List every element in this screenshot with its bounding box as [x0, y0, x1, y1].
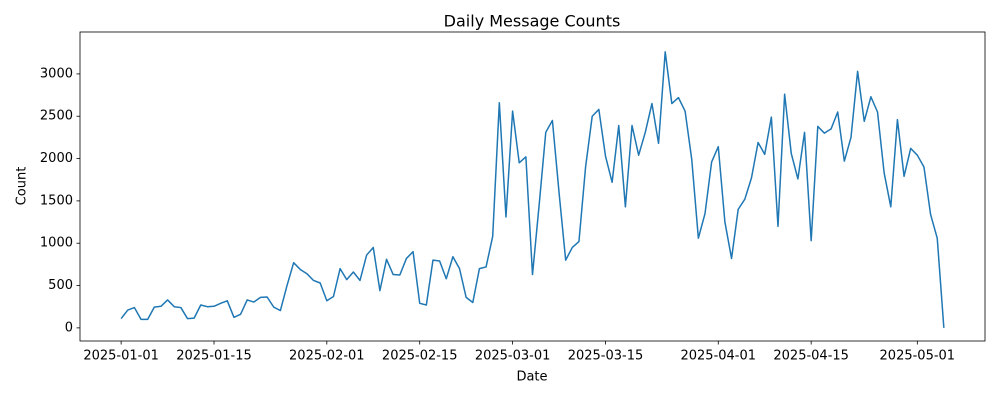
- y-axis-label: Count: [15, 167, 30, 206]
- y-tick-label: 0: [65, 320, 73, 335]
- plot-frame: [79, 31, 986, 342]
- y-tick-label: 1500: [40, 193, 73, 208]
- x-tick-label: 2025-01-15: [176, 349, 252, 364]
- y-tick-label: 500: [48, 278, 73, 293]
- x-tick-label: 2025-02-15: [382, 349, 458, 364]
- data-line: [120, 51, 945, 328]
- y-tick-label: 2500: [40, 109, 73, 124]
- x-axis-label: Date: [516, 370, 547, 385]
- y-tick-label: 1000: [40, 236, 73, 251]
- x-tick-label: 2025-03-15: [568, 349, 644, 364]
- x-tick-label: 2025-01-01: [83, 349, 159, 364]
- x-tick-label: 2025-03-01: [475, 349, 551, 364]
- chart-title: Daily Message Counts: [444, 12, 621, 31]
- y-tick-label: 3000: [40, 66, 73, 81]
- x-tick-label: 2025-02-01: [289, 349, 365, 364]
- x-tick-label: 2025-05-01: [880, 349, 956, 364]
- x-tick-label: 2025-04-01: [680, 349, 756, 364]
- y-tick-label: 2000: [40, 151, 73, 166]
- x-tick-label: 2025-04-15: [773, 349, 849, 364]
